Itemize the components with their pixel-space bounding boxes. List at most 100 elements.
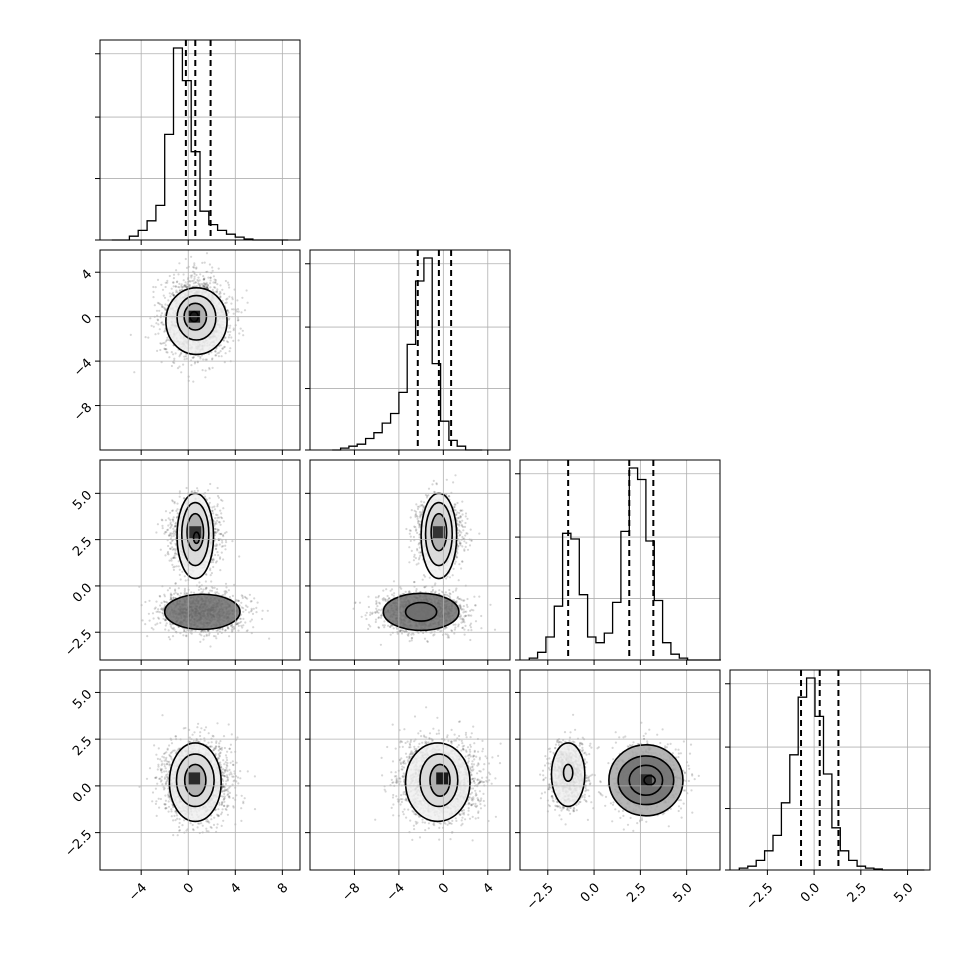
scatter-point	[236, 316, 240, 320]
scatter-point	[236, 308, 240, 311]
scatter-point	[185, 592, 188, 595]
scatter-point	[144, 336, 147, 339]
scatter-point	[170, 593, 173, 597]
scatter-point	[157, 302, 161, 305]
scatter-point	[144, 600, 147, 604]
scatter-point	[210, 580, 213, 583]
scatter-point	[237, 339, 240, 342]
scatter-point	[222, 507, 225, 510]
scatter-point	[192, 356, 195, 359]
scatter-point	[148, 619, 151, 622]
scatter-point	[230, 336, 233, 339]
scatter-point	[216, 629, 219, 632]
scatter-point	[211, 288, 214, 291]
scatter-point	[156, 349, 159, 352]
scatter-point	[166, 550, 170, 554]
scatter-point	[175, 269, 178, 272]
scatter-point	[196, 361, 199, 364]
scatter-point	[179, 578, 182, 581]
scatter-point	[177, 273, 180, 276]
scatter-point	[200, 591, 203, 594]
scatter-point	[243, 595, 247, 599]
scatter-point	[224, 352, 227, 355]
scatter-point	[166, 281, 169, 284]
scatter-point	[221, 541, 224, 544]
scatter-point	[167, 636, 170, 639]
scatter-point	[175, 291, 178, 294]
scatter-point	[163, 347, 166, 350]
scatter-point	[216, 530, 219, 533]
scatter-point	[166, 601, 169, 604]
scatter-point	[185, 285, 188, 288]
scatter-point	[178, 495, 181, 498]
scatter-point	[178, 289, 181, 292]
scatter-point	[168, 587, 171, 590]
scatter-point	[163, 296, 167, 299]
scatter-point	[169, 521, 172, 524]
scatter-point	[227, 318, 230, 321]
scatter-point	[215, 629, 218, 632]
scatter-point	[249, 620, 252, 623]
scatter-point	[204, 376, 207, 379]
scatter-point	[217, 554, 220, 557]
scatter-point	[216, 352, 219, 355]
scatter-point	[216, 588, 219, 591]
scatter-point	[182, 273, 185, 276]
scatter-point	[203, 495, 207, 498]
scatter-point	[230, 628, 233, 631]
scatter-point	[171, 518, 174, 521]
scatter-point	[178, 573, 181, 577]
scatter-point	[219, 296, 222, 299]
scatter-point	[149, 317, 152, 320]
scatter-point	[164, 348, 167, 351]
scatter-point	[157, 332, 160, 335]
scatter-point	[214, 354, 217, 357]
scatter-point	[196, 285, 199, 288]
scatter-point	[240, 606, 243, 609]
scatter-point	[184, 284, 187, 287]
scatter-point	[196, 489, 200, 492]
scatter-point	[165, 600, 168, 603]
scatter-point	[176, 291, 179, 294]
scatter-point	[169, 547, 172, 550]
scatter-point	[206, 287, 209, 290]
scatter-point	[237, 319, 240, 322]
scatter-point	[201, 284, 204, 288]
scatter-point	[174, 522, 177, 525]
scatter-point	[217, 355, 220, 358]
scatter-point	[164, 519, 167, 522]
scatter-point	[227, 589, 230, 592]
scatter-point	[216, 551, 219, 554]
scatter-point	[219, 292, 222, 295]
scatter-point	[171, 509, 174, 512]
scatter-point	[214, 635, 217, 638]
scatter-point	[166, 279, 169, 282]
scatter-point	[219, 523, 222, 526]
scatter-point	[156, 319, 160, 322]
scatter-point	[242, 617, 245, 621]
scatter-point	[246, 605, 249, 609]
scatter-point	[214, 527, 217, 531]
scatter-point	[205, 252, 209, 255]
scatter-point	[222, 545, 225, 548]
scatter-point	[228, 635, 231, 638]
scatter-point	[170, 535, 173, 538]
scatter-point	[183, 628, 186, 631]
scatter-point	[180, 371, 183, 374]
scatter-point	[198, 285, 201, 288]
scatter-point	[168, 356, 171, 359]
scatter-point	[205, 586, 208, 589]
scatter-point	[206, 498, 209, 501]
scatter-point	[177, 565, 180, 568]
pair-panel-r1-c0	[95, 249, 301, 455]
scatter-point	[220, 545, 223, 548]
scatter-point	[188, 280, 191, 283]
scatter-point	[160, 314, 163, 317]
scatter-point	[214, 591, 217, 594]
scatter-point	[176, 367, 180, 370]
scatter-point	[173, 554, 176, 557]
scatter-point	[208, 366, 211, 370]
scatter-point	[159, 342, 162, 345]
scatter-point	[244, 596, 247, 599]
